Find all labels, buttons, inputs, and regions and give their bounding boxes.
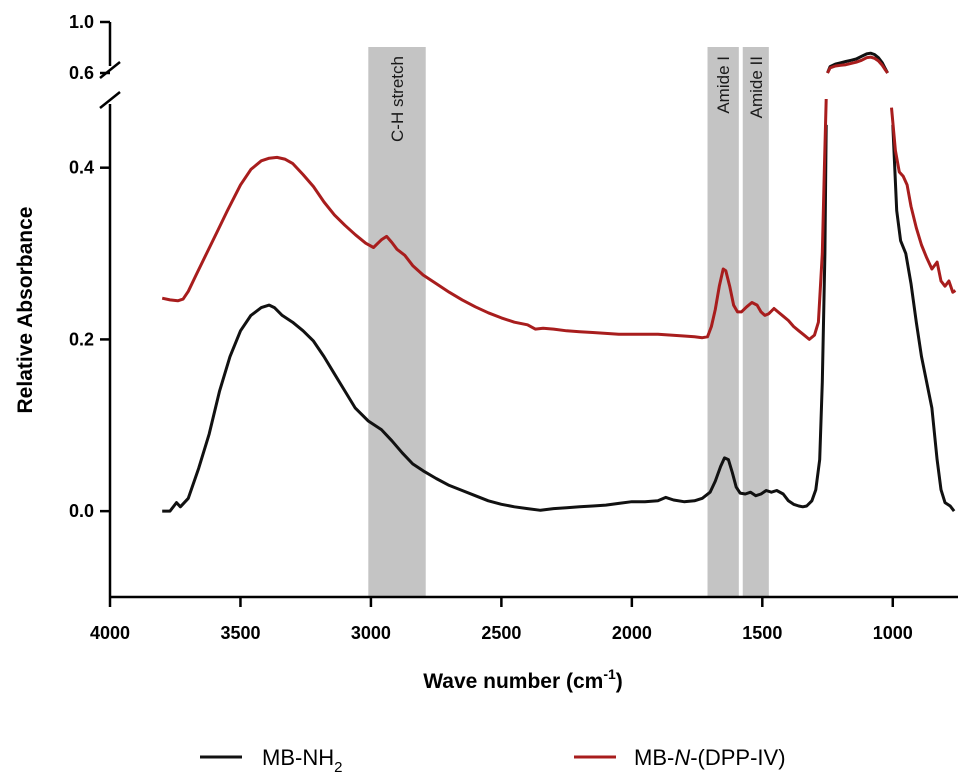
x-tick-label-1: 3500 xyxy=(220,623,260,643)
axes xyxy=(99,22,958,599)
band-label-1: Amide I xyxy=(714,56,733,114)
x-axis-title: Wave number (cm-1) xyxy=(423,666,623,693)
y-tick-label-lower-1: 0.2 xyxy=(69,329,94,349)
axis-break-mark-lower xyxy=(99,91,121,109)
band-label-2: Amide II xyxy=(747,56,766,118)
band-label-0: C-H stretch xyxy=(388,56,407,142)
x-tick-label-6: 1000 xyxy=(873,623,913,643)
series-1-segment-2 xyxy=(890,107,957,294)
y-tick-label-upper-0: 0.6 xyxy=(69,63,94,83)
series-1-segment-1 xyxy=(826,55,889,74)
series-1-segment-0 xyxy=(161,98,828,341)
y-tick-label-upper-1: 1.0 xyxy=(69,12,94,32)
legend-label-mb-n-dpp-iv: MB-N-(DPP-IV) xyxy=(634,745,786,770)
legend-label-mb-nh2: MB-NH2 xyxy=(262,745,342,772)
x-tick-label-5: 1500 xyxy=(742,623,782,643)
series-0-segment-0 xyxy=(162,124,828,513)
y-tick-label-lower-0: 0.0 xyxy=(69,501,94,521)
y-axis-title: Relative Absorbance xyxy=(14,207,37,414)
axis-break-mark-upper xyxy=(99,61,121,79)
tick-marks xyxy=(100,20,895,607)
series-0-segment-2 xyxy=(891,124,956,513)
band-0 xyxy=(368,47,426,597)
x-tick-label-2: 3000 xyxy=(351,623,391,643)
x-tick-label-3: 2500 xyxy=(481,623,521,643)
legend: MB-NH2 MB-N-(DPP-IV) xyxy=(200,745,786,772)
highlight-bands: C-H stretch Amide I Amide II xyxy=(368,47,769,597)
series-lines xyxy=(161,51,957,513)
axis-labels: 4000 3500 3000 2500 2000 1500 1000 0.0 0.2 0.4 0.6… xyxy=(69,12,913,643)
x-tick-label-4: 2000 xyxy=(612,623,652,643)
series-0-segment-1 xyxy=(826,51,889,74)
y-tick-label-lower-2: 0.4 xyxy=(69,158,94,178)
x-tick-label-0: 4000 xyxy=(90,623,130,643)
band-2 xyxy=(742,47,769,597)
